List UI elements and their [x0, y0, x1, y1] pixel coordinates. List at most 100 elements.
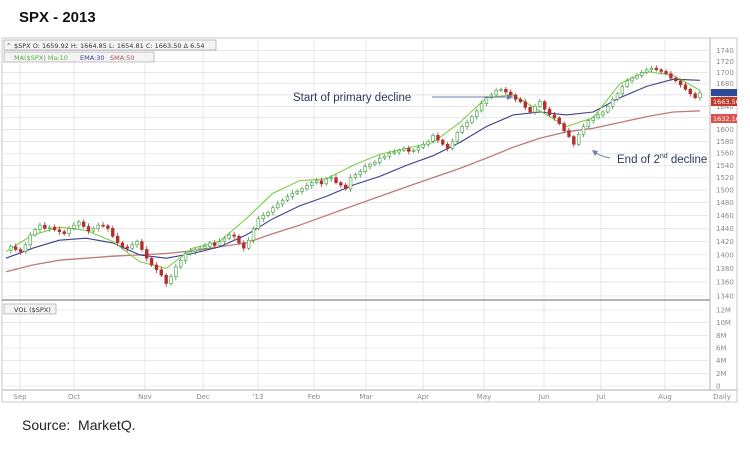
price-candle-body: [523, 101, 527, 108]
price-candle-body: [52, 226, 57, 231]
price-candle-body: [38, 224, 42, 231]
price-candle-body: [678, 80, 683, 86]
price-candle-body: [591, 117, 595, 122]
price-candle-body: [135, 241, 139, 246]
price-candle-body: [251, 228, 256, 241]
price-candle-body: [620, 86, 625, 95]
price-candle-body: [683, 84, 688, 90]
price-candle-body: [659, 69, 663, 72]
price-candle-body: [363, 166, 367, 172]
volume-tick-label: 0: [716, 383, 720, 391]
price-candle-body: [509, 91, 513, 96]
x-tick-label: Apr: [417, 393, 429, 401]
y-tick-label: 1520: [716, 174, 734, 182]
price-candle-body: [567, 130, 571, 137]
price-candle-body: [276, 203, 280, 209]
volume-tick-label: 12M: [716, 307, 731, 315]
price-series: [9, 65, 702, 287]
price-tag-current: 1663.50: [711, 97, 740, 106]
legend-quote: $SPX O: 1659.92 H: 1664.85 L: 1654.81 C:…: [14, 42, 205, 50]
price-candle-body: [324, 178, 329, 185]
price-candle-body: [106, 225, 110, 229]
y-tick-label: 1700: [716, 69, 734, 77]
price-candle-body: [421, 143, 426, 148]
price-candle-body: [373, 162, 377, 165]
price-candle-body: [246, 239, 251, 249]
annotation-second-post: decline: [668, 154, 708, 166]
x-tick-label: Jul: [596, 393, 606, 401]
price-candle-body: [470, 116, 474, 123]
price-candle-body: [693, 93, 697, 99]
price-candle-body: [581, 126, 586, 135]
price-candle-body: [227, 234, 231, 239]
price-candle-body: [358, 171, 362, 175]
price-candle-body: [455, 132, 460, 142]
price-candle-body: [101, 224, 105, 227]
x-tick-label: Jun: [538, 393, 550, 401]
price-candle-body: [606, 105, 610, 113]
price-candle-body: [465, 122, 469, 127]
price-candle-body: [644, 69, 649, 73]
price-candle-body: [431, 135, 435, 142]
price-candle-body: [72, 224, 76, 229]
price-candle-body: [179, 259, 183, 268]
legend-quote-icon: ⌃: [6, 42, 11, 50]
y-tick-label: 1360: [716, 279, 734, 287]
x-tick-label: Dec: [196, 393, 210, 401]
price-candle-body: [576, 133, 581, 145]
price-candle-body: [33, 229, 37, 236]
price-candle-body: [504, 88, 508, 93]
price-candle-body: [513, 94, 518, 100]
price-candle-body: [640, 72, 644, 76]
price-candle-body: [344, 184, 348, 190]
annotation-primary-decline: Start of primary decline: [293, 92, 513, 104]
price-candle-body: [411, 149, 416, 152]
price-candle-body: [145, 249, 149, 259]
legend-ema: EMA:30: [80, 54, 105, 62]
price-candle-body: [494, 90, 498, 96]
volume-axis-ticks: 12M 10M 8M 6M 4M 2M 0: [716, 307, 731, 391]
price-candle-body: [518, 99, 523, 103]
price-candle-body: [596, 114, 600, 119]
annotation-second-text: End of 2nd decline: [617, 153, 707, 166]
price-candle-body: [174, 266, 178, 277]
y-tick-label: 1500: [716, 187, 734, 195]
price-candle-body: [14, 246, 18, 250]
price-candle-body: [300, 188, 304, 192]
legend-ma: MA($SPX) Ma:10: [14, 54, 68, 62]
price-candle-body: [426, 140, 430, 145]
y-tick-label: 1440: [716, 225, 734, 233]
price-candle-body: [460, 126, 464, 133]
price-candle-body: [484, 97, 489, 104]
price-candle-body: [407, 148, 411, 152]
x-tick-label: Daily: [713, 393, 731, 401]
price-candle-body: [96, 224, 100, 229]
price-candle-body: [499, 88, 503, 91]
price-candle-body: [397, 149, 401, 153]
x-axis-ticks: Sep Oct Nov Dec '13 Feb Mar Apr May Jun Jul Aug Dail…: [13, 393, 730, 401]
price-candle-body: [188, 251, 193, 254]
price-candle-body: [528, 107, 532, 113]
price-candle-body: [542, 101, 547, 110]
price-candle-body: [368, 163, 372, 167]
price-candle-body: [654, 67, 659, 71]
price-candle-body: [28, 234, 32, 246]
x-tick-label: Aug: [658, 393, 672, 401]
price-candle-body: [310, 182, 314, 187]
price-candle-body: [222, 237, 227, 242]
y-tick-label: 1600: [716, 126, 734, 134]
price-candle-body: [441, 139, 445, 145]
y-tick-label: 1460: [716, 212, 734, 220]
price-candle-body: [533, 105, 537, 113]
price-candle-body: [669, 73, 673, 79]
y-tick-label: 1580: [716, 138, 734, 146]
price-candle-body: [562, 123, 566, 131]
price-candle-body: [266, 211, 270, 216]
price-candle-body: [377, 157, 382, 163]
x-tick-label: Oct: [68, 393, 80, 401]
price-candle-body: [140, 241, 144, 250]
annotation-second-pre: End of 2: [617, 154, 660, 166]
price-candle-body: [130, 244, 134, 249]
price-candle-body: [115, 235, 120, 244]
price-candle-body: [547, 108, 552, 116]
